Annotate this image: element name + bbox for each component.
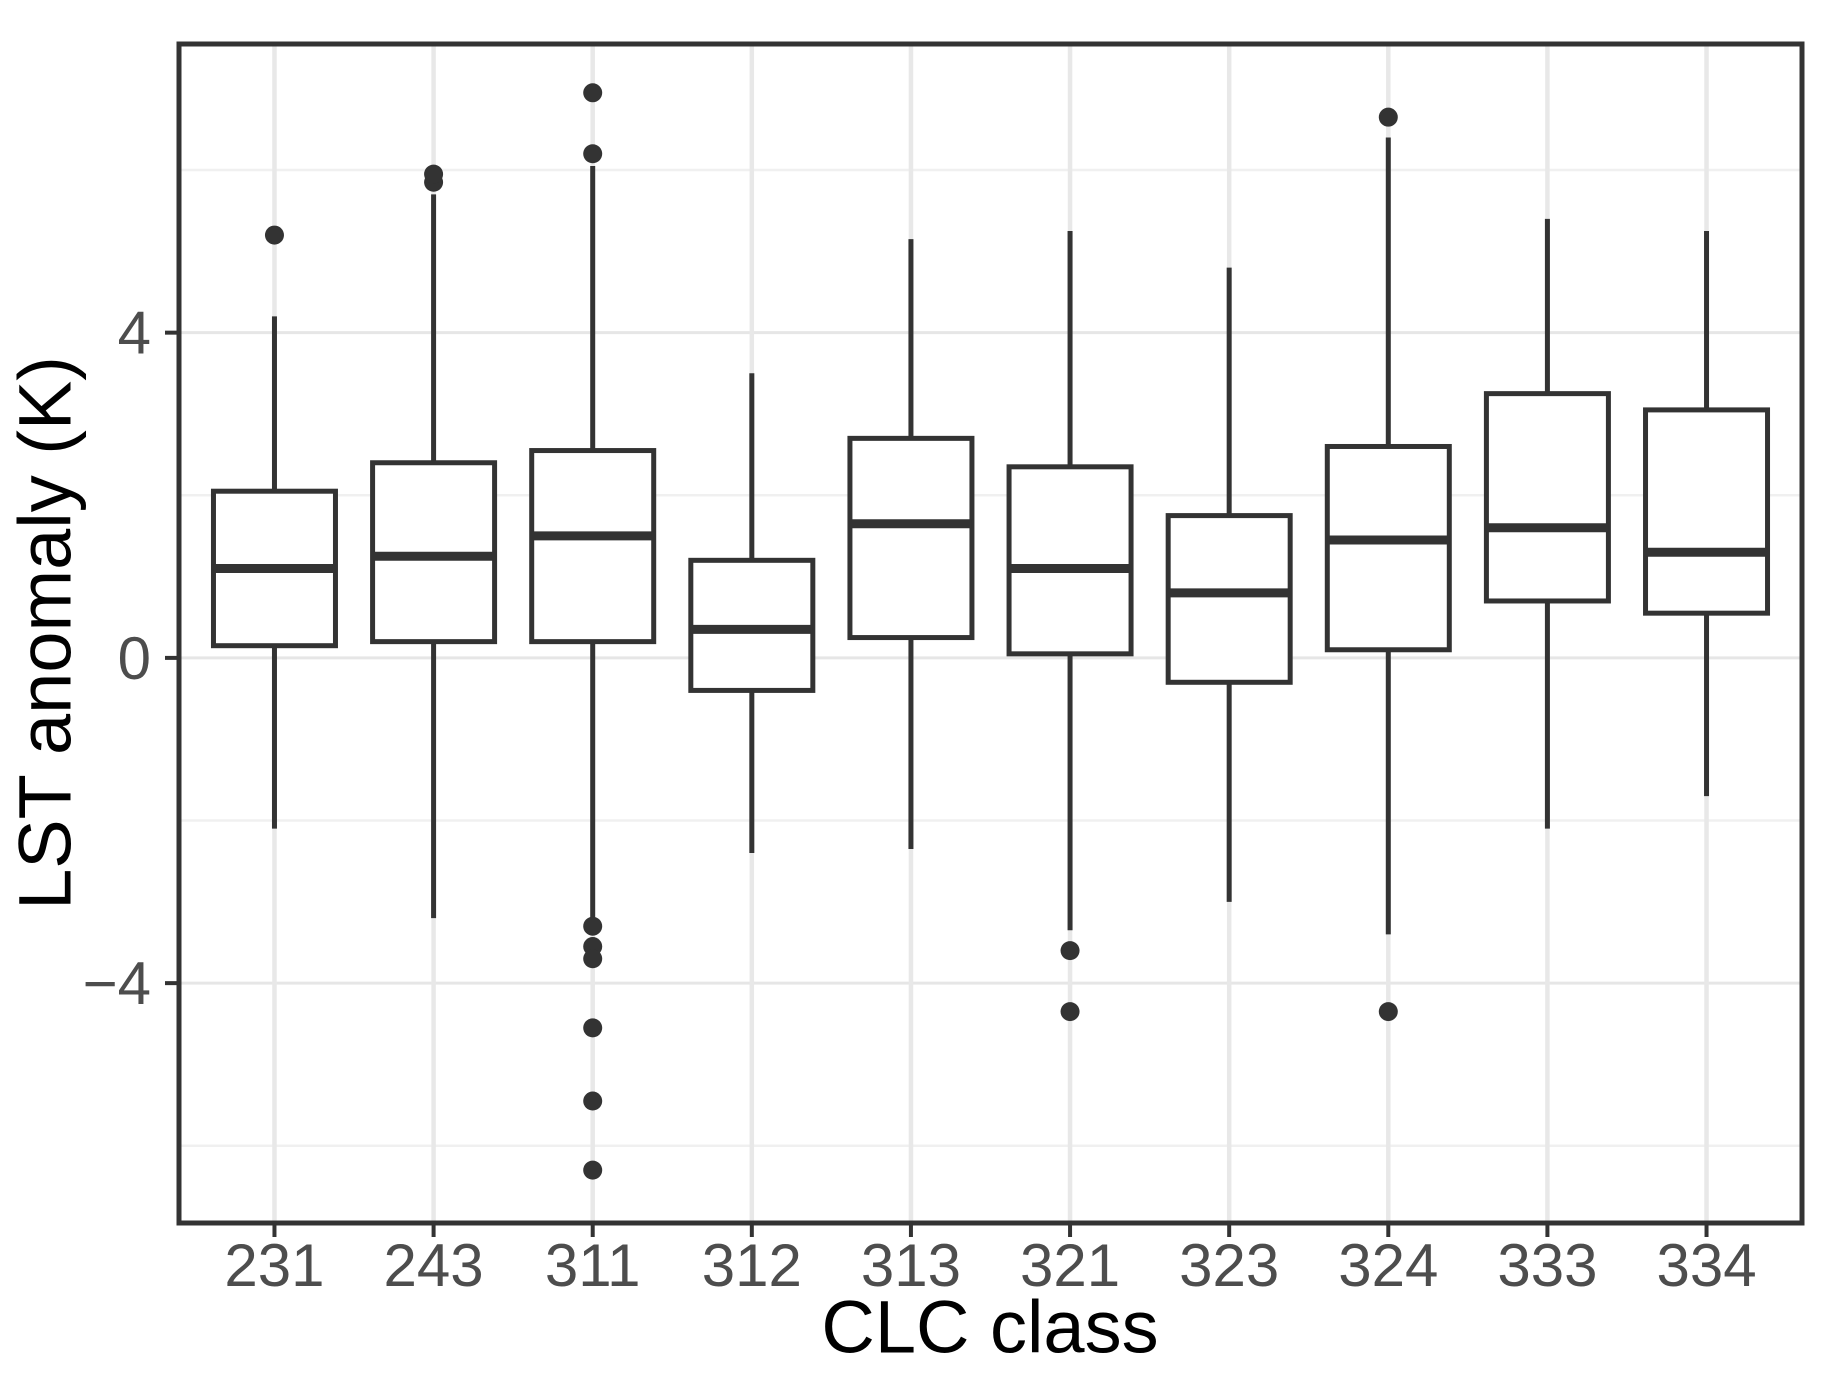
x-tick-label: 321 (1020, 1232, 1120, 1299)
panel-border (176, 41, 1805, 1226)
outlier-point-321 (1060, 1002, 1080, 1022)
box-324 (1324, 443, 1452, 653)
outlier-point-231 (264, 225, 284, 245)
x-tick-label: 313 (861, 1232, 961, 1299)
outlier-point-311 (583, 1160, 603, 1180)
x-tick-label: 243 (384, 1232, 484, 1299)
x-tick-label: 323 (1179, 1232, 1279, 1299)
x-tick-label: 333 (1497, 1232, 1597, 1299)
x-tick-label: 311 (545, 1232, 641, 1299)
box-333 (1483, 391, 1611, 604)
box-323 (1165, 513, 1293, 685)
y-tick-label: 4 (118, 300, 151, 367)
outlier-point-311 (583, 949, 603, 969)
y-tick-label: −4 (83, 950, 151, 1017)
x-tick-label: 324 (1338, 1232, 1438, 1299)
outlier-point-311 (583, 83, 603, 103)
box-313 (847, 435, 975, 641)
outlier-point-321 (1060, 941, 1080, 961)
outlier-point-243 (424, 164, 444, 184)
x-tick-label: 334 (1656, 1232, 1756, 1299)
outlier-point-324 (1378, 1002, 1398, 1022)
y-axis-title: LST anomaly (K) (3, 356, 87, 910)
x-axis-title: CLC class (821, 1285, 1159, 1369)
outlier-point-311 (583, 1091, 603, 1111)
outlier-point-311 (583, 1018, 603, 1038)
outlier-point-324 (1378, 107, 1398, 127)
y-tick-label: 0 (118, 625, 151, 692)
box-334 (1643, 407, 1771, 616)
box-321 (1006, 464, 1134, 657)
box-311 (529, 448, 657, 645)
x-tick-label: 231 (224, 1232, 324, 1299)
outlier-point-311 (583, 144, 603, 164)
outlier-point-311 (583, 916, 603, 936)
x-tick-label: 312 (702, 1232, 802, 1299)
